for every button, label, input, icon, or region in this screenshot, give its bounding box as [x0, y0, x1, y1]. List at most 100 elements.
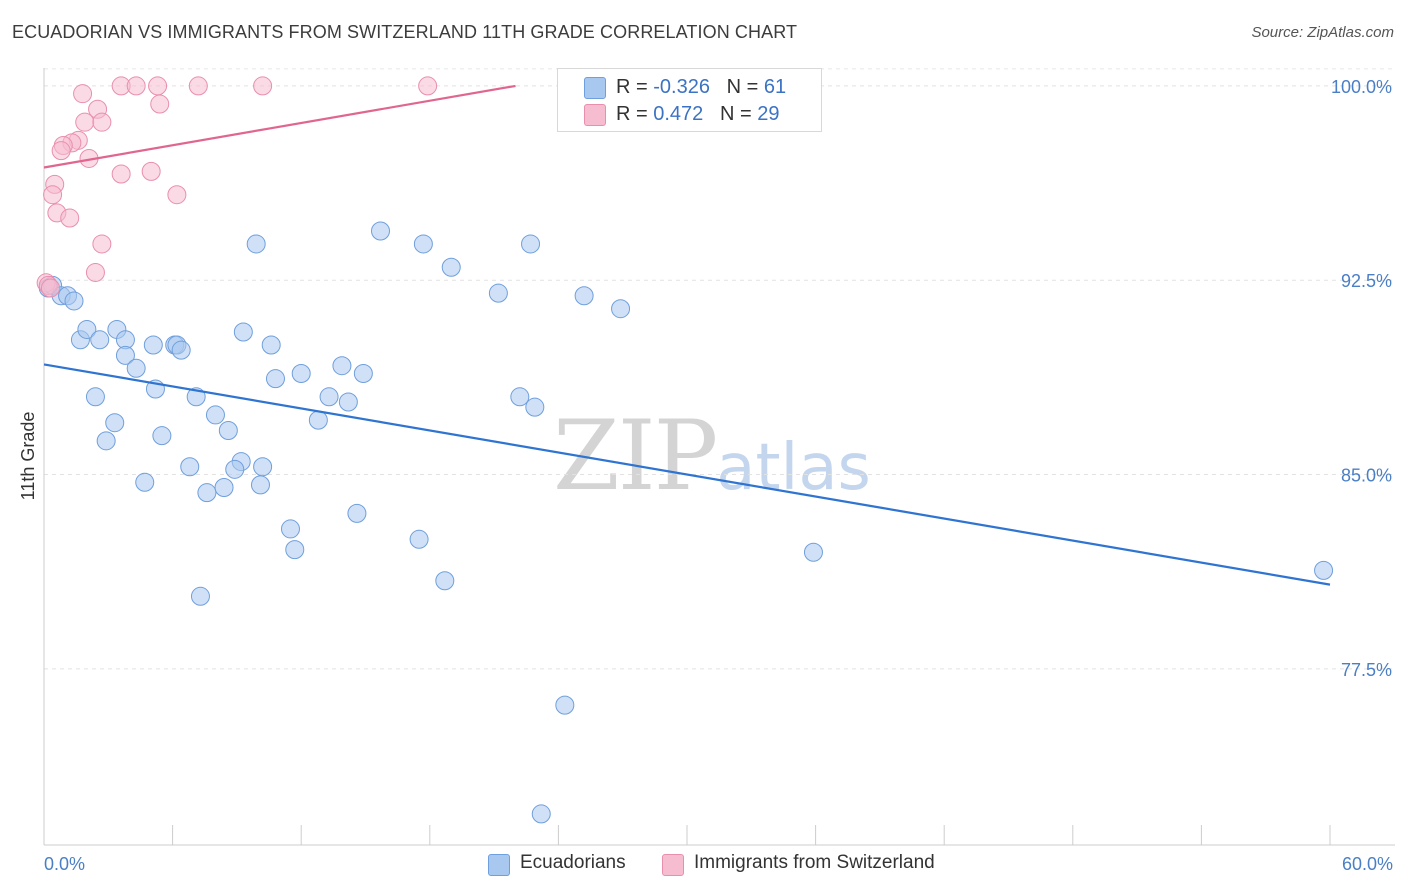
point-ecuadorians — [371, 221, 391, 241]
source-label: Source: ZipAtlas.com — [1251, 24, 1394, 41]
point-ecuadorians — [105, 413, 125, 433]
point-switzerland — [167, 185, 187, 205]
point-ecuadorians — [332, 356, 352, 376]
y-tick-label: 100.0% — [1331, 77, 1392, 97]
legend-r-value: -0.326 — [653, 76, 710, 98]
point-ecuadorians — [233, 322, 253, 342]
point-ecuadorians — [253, 457, 273, 477]
point-ecuadorians — [64, 291, 84, 311]
point-ecuadorians — [319, 387, 339, 407]
trend-lines — [43, 84, 1331, 586]
legend-row-switzerland: R = 0.472 N = 29 — [616, 103, 779, 127]
legend-n-value: 61 — [763, 76, 787, 98]
point-switzerland — [75, 112, 95, 132]
point-ecuadorians — [521, 234, 541, 254]
bottom-legend-label: Immigrants from Switzerland — [694, 852, 935, 873]
point-switzerland — [150, 94, 170, 114]
grid-lines — [44, 68, 1395, 670]
point-ecuadorians — [190, 586, 210, 606]
point-ecuadorians — [525, 397, 545, 417]
point-switzerland — [51, 141, 71, 161]
y-tick-label: 85.0% — [1341, 466, 1392, 486]
bottom-legend-swatch — [662, 854, 684, 876]
trend-line-ecuadorians — [43, 363, 1331, 586]
legend-r-label: R = — [616, 103, 654, 125]
point-ecuadorians — [90, 330, 110, 350]
legend-n-label: N = — [719, 103, 758, 125]
bottom-legend-ecuadorians: Ecuadorians — [488, 852, 626, 876]
point-ecuadorians — [803, 542, 823, 562]
point-ecuadorians — [250, 475, 270, 495]
series-immigrants-switzerland — [36, 76, 733, 298]
legend-n-label: N = — [726, 76, 764, 98]
point-ecuadorians — [413, 234, 433, 254]
point-ecuadorians — [214, 477, 234, 497]
point-ecuadorians — [611, 299, 631, 319]
legend-r-label: R = — [616, 76, 654, 98]
legend-r-value: 0.472 — [653, 103, 704, 125]
legend-row-ecuadorians: R = -0.326 N = 61 — [616, 76, 786, 100]
x-tick-label: 60.0% — [1342, 854, 1393, 874]
legend-swatch-switzerland — [584, 104, 606, 126]
point-ecuadorians — [308, 410, 328, 430]
point-ecuadorians — [246, 234, 266, 254]
series-ecuadorians — [38, 221, 1334, 824]
point-switzerland — [188, 76, 208, 96]
bottom-legend-swatch — [488, 854, 510, 876]
point-switzerland — [418, 76, 438, 96]
point-ecuadorians — [280, 519, 300, 539]
point-ecuadorians — [441, 257, 461, 277]
point-ecuadorians — [409, 529, 429, 549]
correlation-legend: R = -0.326 N = 61 R = 0.472 N = 29 — [557, 68, 822, 132]
point-ecuadorians — [555, 695, 575, 715]
point-ecuadorians — [85, 387, 105, 407]
point-ecuadorians — [171, 340, 191, 360]
point-ecuadorians — [1314, 560, 1334, 580]
point-ecuadorians — [338, 392, 358, 412]
point-switzerland — [60, 208, 80, 228]
point-ecuadorians — [347, 503, 367, 523]
point-ecuadorians — [225, 459, 245, 479]
point-switzerland — [92, 234, 112, 254]
point-ecuadorians — [152, 426, 172, 446]
point-switzerland — [85, 262, 105, 282]
point-switzerland — [141, 161, 161, 181]
point-ecuadorians — [205, 405, 225, 425]
point-ecuadorians — [261, 335, 281, 355]
point-ecuadorians — [265, 369, 285, 389]
bottom-legend-label: Ecuadorians — [520, 852, 626, 873]
point-switzerland — [111, 164, 131, 184]
point-switzerland — [43, 185, 63, 205]
point-switzerland — [73, 84, 93, 104]
point-switzerland — [40, 278, 60, 298]
point-ecuadorians — [435, 571, 455, 591]
point-switzerland — [253, 76, 273, 96]
x-tick-label: 0.0% — [44, 854, 85, 874]
point-ecuadorians — [285, 540, 305, 560]
legend-n-value: 29 — [757, 103, 780, 125]
point-ecuadorians — [353, 363, 373, 383]
trend-line-switzerland — [43, 84, 516, 169]
point-ecuadorians — [180, 457, 200, 477]
point-ecuadorians — [197, 483, 217, 503]
point-switzerland — [126, 76, 146, 96]
point-ecuadorians — [115, 345, 135, 365]
point-ecuadorians — [126, 358, 146, 378]
point-ecuadorians — [574, 286, 594, 306]
y-tick-label: 77.5% — [1341, 660, 1392, 680]
bottom-legend-switzerland: Immigrants from Switzerland — [662, 852, 935, 876]
point-ecuadorians — [291, 363, 311, 383]
y-tick-label: 92.5% — [1341, 271, 1392, 291]
y-axis-label: 11th Grade — [18, 412, 38, 501]
chart-title: ECUADORIAN VS IMMIGRANTS FROM SWITZERLAN… — [12, 22, 798, 42]
point-switzerland — [148, 76, 168, 96]
point-ecuadorians — [143, 335, 163, 355]
point-ecuadorians — [135, 472, 155, 492]
point-ecuadorians — [488, 283, 508, 303]
point-ecuadorians — [531, 804, 551, 824]
legend-swatch-ecuadorians — [584, 77, 606, 99]
point-ecuadorians — [96, 431, 116, 451]
point-ecuadorians — [218, 420, 238, 440]
point-ecuadorians — [77, 319, 97, 339]
